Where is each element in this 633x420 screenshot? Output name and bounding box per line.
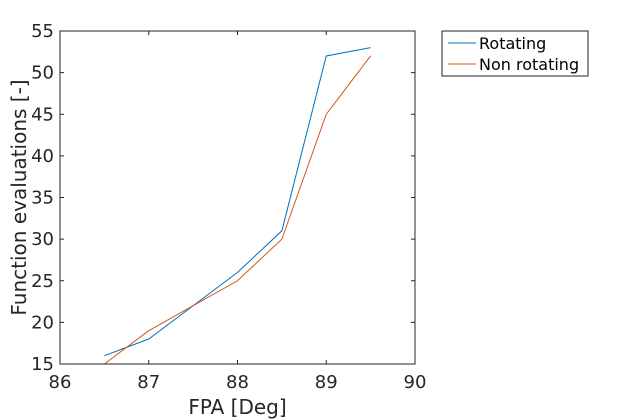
y-tick-label: 40 (31, 146, 54, 167)
y-tick-label: 35 (31, 188, 54, 209)
legend-label-rotating: Rotating (479, 34, 546, 53)
x-tick-label: 89 (315, 372, 338, 393)
series-line-rotating (104, 47, 371, 357)
plot-frame (59, 30, 416, 365)
y-axis-ticks: 15 20 25 30 35 40 45 50 55 (31, 21, 415, 375)
y-axis-label: Function evaluations [-] (7, 79, 31, 315)
y-tick-label: 20 (31, 312, 54, 333)
x-tick-label: 87 (137, 372, 160, 393)
x-axis-ticks: 86 87 88 89 90 (49, 31, 427, 393)
y-tick-label: 30 (31, 229, 54, 250)
y-tick-label: 55 (31, 21, 54, 42)
legend-label-non-rotating: Non rotating (479, 55, 579, 74)
series-line-non-rotating (104, 55, 372, 365)
y-tick-label: 15 (31, 354, 54, 375)
x-tick-label: 90 (404, 372, 427, 393)
x-axis-label: FPA [Deg] (188, 395, 286, 419)
plot-lines (104, 47, 372, 365)
y-tick-label: 45 (31, 104, 54, 125)
y-tick-label: 25 (31, 271, 54, 292)
legend: Rotating Non rotating (441, 30, 589, 77)
x-tick-label: 86 (49, 372, 72, 393)
x-tick-label: 88 (226, 372, 249, 393)
y-tick-label: 50 (31, 63, 54, 84)
legend-box (441, 30, 589, 77)
